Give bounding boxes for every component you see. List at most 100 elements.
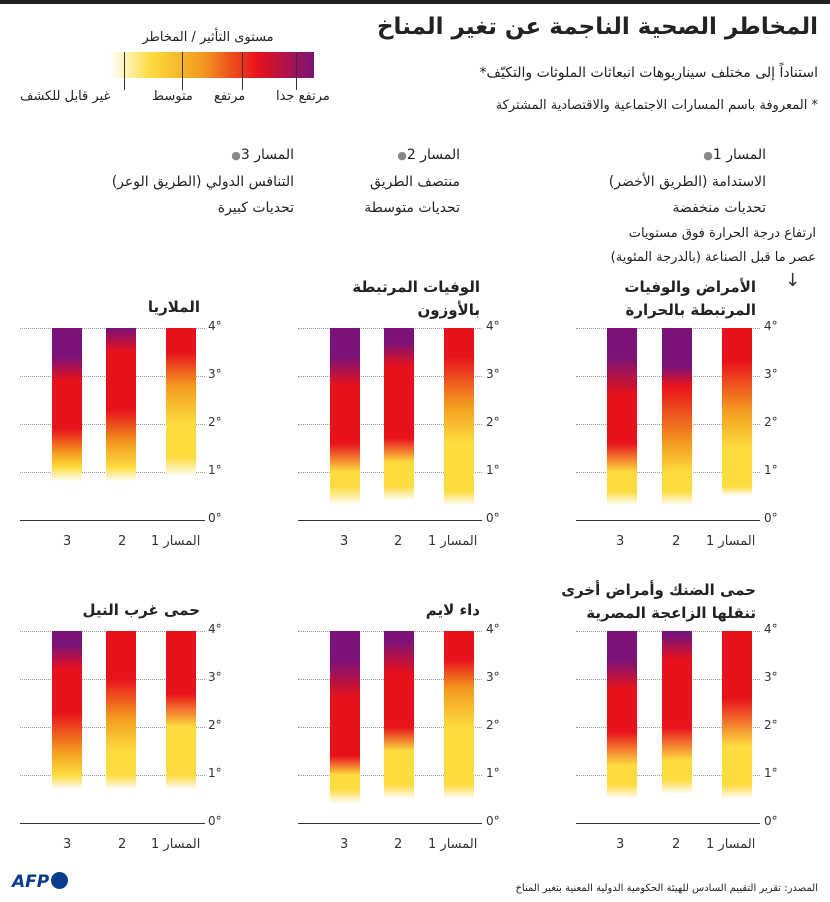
y-tick-label: 4° xyxy=(764,622,778,636)
x-axis-baseline xyxy=(298,823,482,824)
scenario-2-name: المسار 2 xyxy=(406,147,460,163)
y-tick-label: 4° xyxy=(208,622,222,636)
chart-title-line: حمى الضنك وأمراض أخرى xyxy=(561,581,756,599)
y-tick-label: 3° xyxy=(764,670,778,684)
risk-bar xyxy=(166,328,196,520)
legend-level-moderate: متوسط xyxy=(152,89,193,104)
arrow-down-icon: ↓ xyxy=(785,270,801,291)
y-tick-label: 2° xyxy=(208,415,222,429)
x-category-label: المسار 1 xyxy=(428,534,478,549)
x-category-label: المسار 1 xyxy=(151,534,201,549)
y-tick-label: 2° xyxy=(486,718,500,732)
scenario-3-desc: التنافس الدولي (الطريق الوعر) xyxy=(111,174,294,190)
axis-note: ارتفاع درجة الحرارة فوق مستويات عصر ما ق… xyxy=(611,222,816,270)
y-tick-label: 0° xyxy=(486,814,500,828)
x-category-label: 3 xyxy=(616,534,625,549)
y-tick-label: 3° xyxy=(208,670,222,684)
x-category-label: 3 xyxy=(63,837,72,852)
legend-title: مستوى التأثير / المخاطر xyxy=(142,30,274,45)
page-subtitle: استناداً إلى مختلف سيناريوهات انبعاثات ا… xyxy=(479,65,818,81)
scenario-1: المسار 1● الاستدامة (الطريق الأخضر) تحدي… xyxy=(609,142,766,221)
y-tick-label: 3° xyxy=(764,367,778,381)
y-tick-label: 1° xyxy=(486,766,500,780)
x-axis-baseline xyxy=(20,520,205,521)
legend-tick xyxy=(124,52,125,90)
x-axis-baseline xyxy=(576,823,760,824)
chart-title: حمى الضنك وأمراض أخرى تنقلها الزاعجة المص… xyxy=(561,579,756,625)
scenario-2: المسار 2● منتصف الطريق تحديات متوسطة xyxy=(364,142,460,221)
x-category-label: 2 xyxy=(118,837,127,852)
y-tick-label: 4° xyxy=(486,319,500,333)
y-tick-label: 2° xyxy=(764,718,778,732)
legend-tick xyxy=(296,52,297,90)
chart-title: الوفيات المرتبطة بالأوزون xyxy=(352,276,480,322)
x-category-label: 3 xyxy=(616,837,625,852)
afp-logo: AFP xyxy=(12,872,69,892)
chart-title: داء لايم xyxy=(426,599,480,622)
risk-bar xyxy=(384,328,414,520)
scenario-2-desc: منتصف الطريق xyxy=(370,174,460,190)
chart-title-line: حمى غرب النيل xyxy=(82,601,200,619)
scenario-1-desc: الاستدامة (الطريق الأخضر) xyxy=(608,174,766,190)
chart-title-line: الوفيات المرتبطة xyxy=(352,278,480,296)
y-tick-label: 0° xyxy=(764,814,778,828)
risk-bar xyxy=(444,328,474,520)
y-tick-label: 2° xyxy=(208,718,222,732)
risk-bar xyxy=(607,631,637,823)
scenario-1-name: المسار 1 xyxy=(712,147,766,163)
page-title: المخاطر الصحية الناجمة عن تغير المناخ xyxy=(376,14,818,40)
y-tick-label: 1° xyxy=(208,463,222,477)
y-tick-label: 4° xyxy=(764,319,778,333)
bullet-icon: ● xyxy=(397,149,407,162)
x-category-label: 2 xyxy=(394,534,403,549)
y-tick-label: 1° xyxy=(208,766,222,780)
legend-tick xyxy=(242,52,243,90)
logo-dot-icon xyxy=(51,872,69,889)
y-tick-label: 3° xyxy=(486,367,500,381)
y-tick-label: 2° xyxy=(486,415,500,429)
footnote: * المعروفة باسم المسارات الاجتماعية والا… xyxy=(495,98,818,113)
legend-tick xyxy=(182,52,183,90)
x-category-label: المسار 1 xyxy=(428,837,478,852)
chart-title-line: داء لايم xyxy=(425,601,480,619)
y-tick-label: 3° xyxy=(208,367,222,381)
y-tick-label: 4° xyxy=(486,622,500,636)
x-category-label: المسار 1 xyxy=(706,837,756,852)
x-category-label: 2 xyxy=(394,837,403,852)
risk-bar xyxy=(444,631,474,823)
scenario-3: المسار 3● التنافس الدولي (الطريق الوعر) … xyxy=(112,142,294,221)
chart-title-line: المرتبطة بالحرارة xyxy=(625,301,756,319)
bullet-icon: ● xyxy=(231,149,241,162)
risk-bar xyxy=(722,328,752,520)
x-category-label: 2 xyxy=(672,534,681,549)
chart-title-line: تنقلها الزاعجة المصرية xyxy=(586,604,756,622)
x-axis-baseline xyxy=(20,823,205,824)
y-tick-label: 2° xyxy=(764,415,778,429)
chart-title-line: بالأوزون xyxy=(417,301,480,319)
scenario-1-challenge: تحديات منخفضة xyxy=(672,200,766,216)
risk-bar xyxy=(330,328,360,520)
x-axis-baseline xyxy=(576,520,760,521)
risk-bar xyxy=(330,631,360,823)
y-tick-label: 4° xyxy=(208,319,222,333)
axis-note-line2: عصر ما قبل الصناعة (بالدرجة المئوية) xyxy=(610,250,816,265)
legend-color-bar xyxy=(110,52,314,78)
y-tick-label: 0° xyxy=(208,511,222,525)
chart-title: الملاريا xyxy=(148,296,200,319)
risk-bar xyxy=(166,631,196,823)
risk-bar xyxy=(106,631,136,823)
risk-bar xyxy=(722,631,752,823)
x-category-label: 3 xyxy=(340,837,349,852)
scenario-2-challenge: تحديات متوسطة xyxy=(364,200,460,216)
x-category-label: 3 xyxy=(340,534,349,549)
y-tick-label: 0° xyxy=(486,511,500,525)
y-tick-label: 1° xyxy=(764,463,778,477)
chart-title: حمى غرب النيل xyxy=(82,599,200,622)
x-category-label: 3 xyxy=(63,534,72,549)
y-tick-label: 1° xyxy=(486,463,500,477)
risk-bar xyxy=(662,328,692,520)
risk-bar xyxy=(106,328,136,520)
logo-text: AFP xyxy=(12,872,50,892)
x-axis-baseline xyxy=(298,520,482,521)
source-note: المصدر: تقرير التقييم السادس للهيئة الحك… xyxy=(515,883,818,894)
